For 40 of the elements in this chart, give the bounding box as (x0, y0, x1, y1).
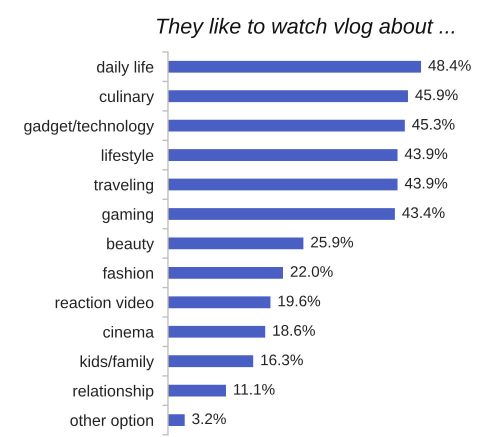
chart-title: They like to watch vlog about ... (157, 18, 454, 38)
data-label: 22.0% (290, 266, 333, 277)
bar (168, 178, 398, 190)
y-tick-label: cinema (103, 326, 154, 338)
y-tick-label: relationship (73, 384, 154, 400)
bar (168, 326, 266, 338)
y-tick-label: kids/family (80, 355, 154, 370)
y-tick-label: other option (70, 414, 154, 430)
bar (168, 60, 422, 73)
bar (168, 149, 398, 161)
y-tick-label: reaction video (56, 296, 154, 308)
data-label: 19.6% (278, 296, 320, 306)
bar (168, 414, 185, 426)
y-tick-label: beauty (107, 238, 154, 253)
bar (168, 384, 226, 397)
data-label: 43.9% (404, 148, 448, 160)
bar (168, 120, 405, 132)
data-label: 3.2% (192, 413, 226, 424)
y-tick-label: culinary (100, 90, 154, 106)
data-label: 43.4% (402, 207, 445, 218)
bar (168, 266, 283, 279)
y-tick-label: daily life (97, 60, 154, 76)
bar (168, 296, 270, 308)
bar (168, 238, 304, 250)
data-label: 48.4% (428, 60, 471, 71)
data-label: 11.1% (234, 384, 275, 395)
data-label: 25.9% (311, 236, 354, 248)
y-tick-label: lifestyle (102, 149, 154, 164)
y-tick-label: gaming (102, 208, 154, 224)
bar (168, 355, 254, 368)
data-label: 16.3% (261, 354, 303, 366)
bar (168, 90, 408, 102)
data-label: 45.9% (415, 89, 458, 100)
bar (168, 208, 395, 220)
y-tick-label: fashion (102, 267, 154, 279)
data-label: 45.3% (412, 118, 455, 130)
data-label: 43.9% (404, 178, 448, 189)
data-label: 18.6% (273, 325, 315, 336)
y-tick-label: gadget/technology (24, 120, 154, 135)
y-tick-label: traveling (94, 178, 154, 194)
